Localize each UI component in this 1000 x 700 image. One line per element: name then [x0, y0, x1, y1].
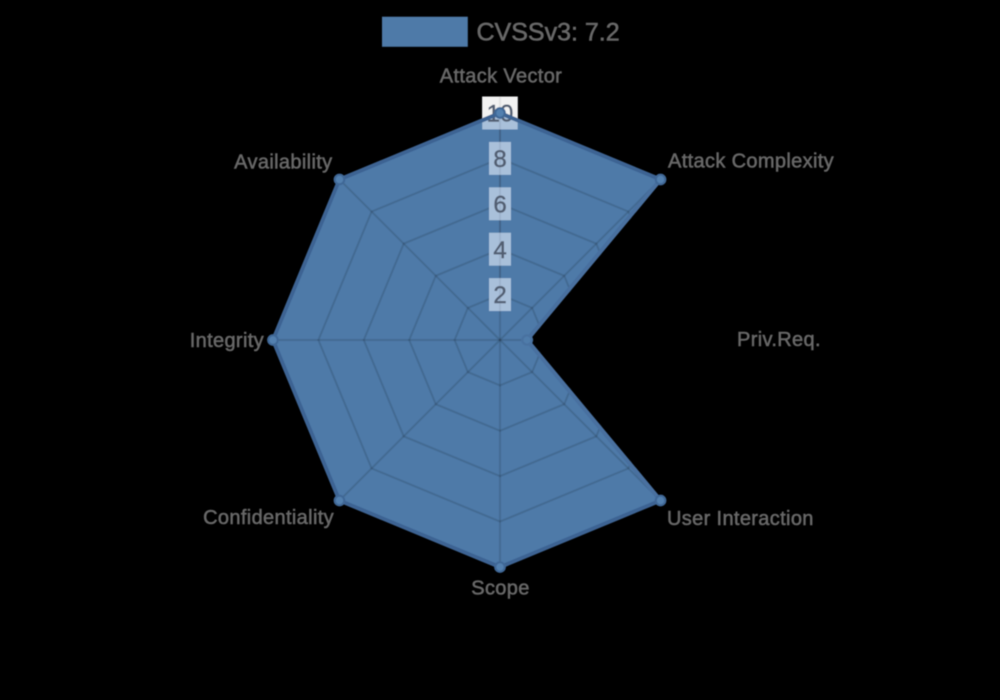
svg-text:Attack Vector: Attack Vector [440, 66, 562, 88]
svg-text:User Interaction: User Interaction [667, 508, 814, 530]
svg-text:Integrity: Integrity [190, 330, 264, 352]
svg-text:Confidentiality: Confidentiality [203, 507, 334, 529]
svg-text:Attack Complexity: Attack Complexity [668, 151, 834, 173]
svg-text:Scope: Scope [471, 577, 529, 599]
svg-text:Priv.Req.: Priv.Req. [737, 329, 821, 351]
svg-text:4: 4 [493, 237, 506, 264]
svg-text:8: 8 [493, 146, 506, 173]
svg-text:Availability: Availability [234, 152, 332, 174]
svg-text:6: 6 [493, 191, 506, 218]
svg-text:2: 2 [493, 282, 506, 309]
svg-text:CVSSv3: 7.2: CVSSv3: 7.2 [477, 18, 620, 46]
